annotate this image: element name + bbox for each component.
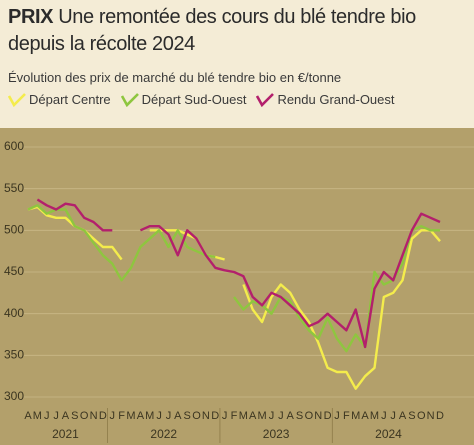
y-tick-label: 600 [4, 139, 24, 153]
x-tick-label: S [184, 410, 191, 422]
year-label: 2023 [263, 427, 290, 441]
legend-icon [256, 92, 275, 107]
series-line [139, 212, 441, 349]
x-tick-label: J [53, 410, 59, 422]
y-tick-label: 400 [4, 306, 24, 320]
x-tick-label: F [118, 410, 125, 422]
series-line [233, 225, 440, 353]
x-tick-label: A [399, 410, 407, 422]
y-tick-label: 500 [4, 223, 24, 237]
x-tick-label: O [192, 410, 201, 422]
x-tick-label: M [126, 410, 135, 422]
legend: Départ Centre Départ Sud-Ouest Rendu Grand… [8, 92, 395, 107]
label: PRIX [8, 6, 54, 28]
legend-item: Rendu Grand-Ouest [256, 92, 395, 107]
legend-icon [8, 92, 26, 107]
x-tick-label: J [334, 410, 340, 422]
x-tick-label: M [33, 410, 42, 422]
x-tick-label: J [156, 410, 162, 422]
x-tick-label: N [202, 410, 210, 422]
x-tick-label: J [222, 410, 228, 422]
chart-title: Une remontée des cours du blé tendre bio… [8, 6, 416, 55]
legend-label: Départ Sud-Ouest [141, 92, 247, 107]
x-tick-label: D [211, 410, 219, 422]
legend-swatch [256, 92, 275, 107]
y-tick-label: 550 [4, 181, 24, 195]
x-tick-label: J [110, 410, 116, 422]
x-tick-label: J [278, 410, 284, 422]
plot-background [0, 128, 474, 445]
header: PRIX Une remontée des cours du blé tendr… [8, 4, 468, 58]
x-tick-label: D [436, 410, 444, 422]
legend-label: Départ Centre [29, 92, 111, 107]
x-tick-label: A [24, 410, 32, 422]
x-tick-label: F [231, 410, 238, 422]
legend-item: Départ Sud-Ouest [120, 92, 247, 107]
legend-swatch [8, 92, 26, 107]
x-tick-label: M [145, 410, 154, 422]
x-tick-label: D [324, 410, 332, 422]
year-label: 2022 [150, 427, 177, 441]
year-label: 2021 [52, 427, 79, 441]
y-tick-label: 300 [4, 389, 24, 403]
x-tick-label: A [137, 410, 145, 422]
x-tick-label: A [287, 410, 295, 422]
x-tick-label: O [305, 410, 314, 422]
x-tick-label: M [351, 410, 360, 422]
x-tick-label: J [44, 410, 50, 422]
legend-item: Départ Centre [8, 92, 111, 107]
x-tick-label: O [80, 410, 89, 422]
legend-label: Rendu Grand-Ouest [277, 92, 395, 107]
x-tick-label: J [166, 410, 172, 422]
x-tick-label: J [381, 410, 387, 422]
y-tick-label: 350 [4, 348, 24, 362]
y-tick-label: 450 [4, 264, 24, 278]
x-tick-label: M [258, 410, 267, 422]
x-tick-label: S [71, 410, 78, 422]
legend-swatch [120, 92, 139, 107]
x-tick-label: A [174, 410, 182, 422]
series-line [36, 198, 113, 232]
x-tick-label: D [99, 410, 107, 422]
x-tick-label: S [408, 410, 415, 422]
series-line [242, 229, 441, 390]
x-tick-label: J [390, 410, 396, 422]
subtitle: Évolution des prix de marché du blé tend… [8, 70, 342, 85]
x-tick-label: A [62, 410, 70, 422]
x-tick-label: N [314, 410, 322, 422]
x-tick-label: M [239, 410, 248, 422]
year-label: 2024 [375, 427, 402, 441]
x-tick-label: J [269, 410, 275, 422]
x-tick-label: F [343, 410, 350, 422]
x-tick-label: O [417, 410, 426, 422]
x-tick-label: N [427, 410, 435, 422]
x-tick-label: S [296, 410, 303, 422]
x-tick-label: N [90, 410, 98, 422]
x-tick-label: M [370, 410, 379, 422]
legend-icon [120, 92, 139, 107]
x-tick-label: A [249, 410, 257, 422]
x-tick-label: A [361, 410, 369, 422]
